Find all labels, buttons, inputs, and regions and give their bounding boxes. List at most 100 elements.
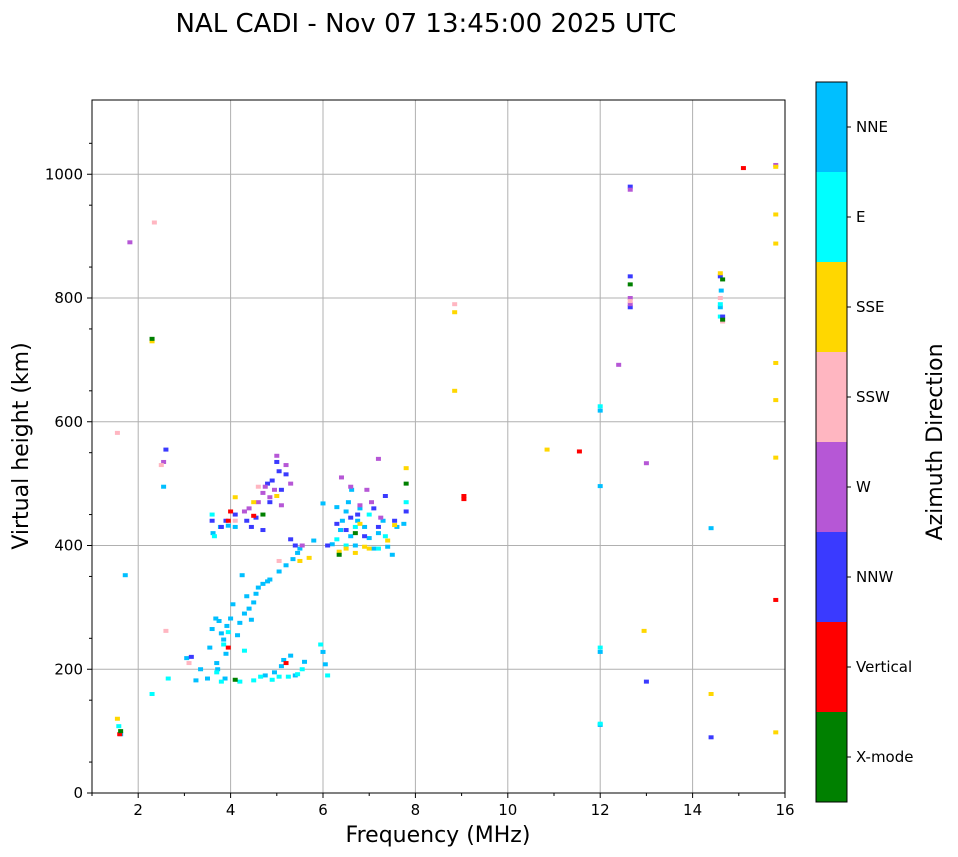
data-point-ssw [151,220,157,225]
x-axis-label: Frequency (MHz) [346,823,531,848]
data-point-sse [452,310,458,315]
data-point-nnw [265,481,271,486]
data-point-nnw [292,543,298,548]
colorbar-title: Azimuth Direction [923,343,948,540]
data-point-w [627,296,633,300]
data-point-w [299,543,305,548]
data-point-nnw [362,534,368,539]
data-point-vertical [773,597,779,602]
data-point-e [214,670,220,675]
data-point-e [241,648,247,653]
data-point-ssw [158,463,164,468]
data-point-nne [311,538,317,543]
data-point-vertical [117,732,123,737]
data-point-ssw [627,299,633,304]
data-point-nne [352,543,358,548]
data-point-ssw [255,484,261,489]
data-point-nnw [348,515,354,520]
data-point-nne [224,623,230,628]
data-point-nnw [267,500,273,505]
colorbar-segment-x-mode [816,712,847,802]
data-point-sse [385,538,391,543]
data-point-sse [717,271,723,276]
data-point-w [627,187,633,192]
data-point-e [334,537,340,542]
colorbar-label: SSE [856,298,885,316]
data-point-nne [283,563,289,568]
data-point-nne [214,661,220,666]
colorbar: X-mode Vertical NNW W SSW SSE E NNE [815,81,913,803]
data-point-sse [773,730,779,735]
data-point-e [375,546,381,551]
data-point-nne [251,600,257,605]
data-point-w [357,503,363,508]
data-point-vertical [461,497,467,502]
data-point-sse [544,447,550,452]
data-point-nnw [276,469,282,474]
data-point-sse [297,558,303,563]
data-point-e [237,679,243,684]
data-point-nne [302,659,308,664]
data-point-e [209,512,215,517]
data-point-vertical [740,166,746,171]
data-point-nnw [720,314,726,319]
data-point-nne [295,550,301,555]
data-point-e [403,500,409,505]
data-point-nne [215,667,221,672]
data-point-e [352,524,358,529]
x-tick-label: 10 [498,801,517,819]
data-point-nne [222,676,228,681]
data-point-nnw [248,524,254,529]
data-point-sse [641,628,647,633]
data-point-e [295,672,301,677]
data-point-w [127,240,133,245]
data-point-sse [773,164,779,169]
data-point-e [382,534,388,539]
data-point-nne [237,620,243,625]
data-point-nne [281,657,287,662]
chart-title: NAL CADI - Nov 07 13:45:00 2025 UTC [176,9,677,39]
data-point-nne [244,594,250,599]
data-point-nne [218,631,224,636]
data-point-w [348,484,354,489]
data-point-nne [193,678,199,683]
data-point-nnw [627,274,633,279]
data-point-nnw [355,512,361,517]
data-point-nnw [209,518,215,523]
data-point-nnw [717,274,723,279]
data-point-w [338,475,344,480]
data-point-nnw [218,524,224,529]
data-point-sse [362,544,368,549]
data-point-nnw [375,524,381,529]
data-point-e [343,543,349,548]
data-point-nne [401,521,407,526]
data-point-e [149,692,155,696]
data-point-nne [385,544,391,549]
data-point-nne [184,656,190,661]
data-point-x-mode [149,336,155,341]
data-point-ssw [276,558,282,563]
data-point-sse [708,692,714,696]
colorbar-label: W [856,478,871,496]
data-point-x-mode [260,512,266,517]
data-point-w [255,500,261,505]
data-point-sse [336,549,342,554]
data-point-sse [773,241,779,246]
y-axis-label: Virtual height (km) [9,342,34,549]
data-point-nne [267,577,273,582]
data-point-e [165,676,171,681]
data-point-nnw [288,537,294,542]
data-point-e [276,674,282,679]
data-point-nne [276,569,282,574]
data-point-nne [339,518,345,523]
data-point-nne [343,509,349,514]
colorbar-label: SSW [856,388,890,406]
data-point-w [246,506,252,511]
colorbar-label: NNE [856,118,888,136]
data-point-w [643,461,649,466]
data-point-nne [320,649,326,654]
data-point-nne [216,618,222,623]
data-point-sse [251,500,257,505]
data-point-w [267,495,273,500]
data-point-nnw [403,509,409,514]
